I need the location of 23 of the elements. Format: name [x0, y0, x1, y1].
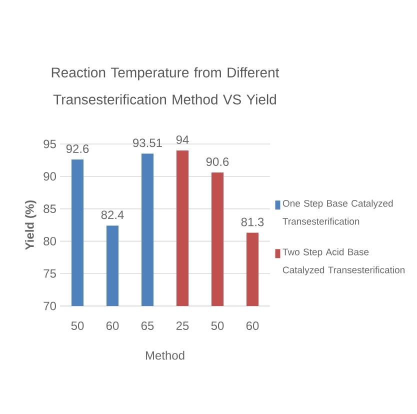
y-tick-label: 70 [44, 302, 56, 310]
x-tick-label: 65 [141, 322, 154, 330]
x-tick-label: 60 [246, 322, 259, 330]
y-tick-label: 80 [44, 236, 56, 246]
data-label: 90.6 [206, 157, 229, 166]
y-tick-label: 85 [44, 204, 56, 214]
legend-label: Two Step Acid Base Catalyzed Transesterification [282, 248, 404, 276]
x-tick-label: 50 [211, 322, 224, 330]
data-label: 94 [176, 135, 189, 144]
data-label: 81.3 [241, 218, 264, 226]
x-tick-label: 60 [106, 322, 119, 330]
data-label: 93.51 [133, 138, 162, 148]
y-tick-label: 90 [44, 172, 56, 181]
x-tick-label: 25 [176, 322, 189, 330]
chart-title: Reaction Temperature from Different Transesterification Method VS Yield [52, 67, 280, 104]
legend-label: One Step Base Catalyzed Transesterification [282, 200, 393, 225]
data-label: 82.4 [101, 210, 124, 220]
y-tick-label: 95 [44, 140, 56, 148]
y-tick-label: 75 [44, 269, 56, 278]
x-axis-title: Method [146, 350, 184, 360]
x-tick-label: 50 [71, 322, 84, 330]
y-axis-title: Yield (%) [25, 200, 36, 250]
data-label: 92.6 [66, 144, 89, 153]
